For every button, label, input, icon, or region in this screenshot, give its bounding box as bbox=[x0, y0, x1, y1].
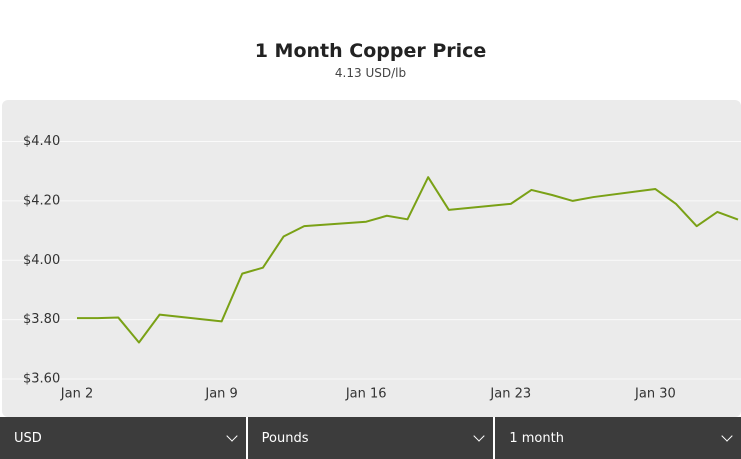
currency-select[interactable]: USD bbox=[0, 417, 248, 459]
x-tick-label: Jan 23 bbox=[489, 387, 531, 402]
x-tick-label: Jan 30 bbox=[634, 387, 676, 402]
x-tick-label: Jan 2 bbox=[60, 387, 93, 402]
y-tick-label: $4.20 bbox=[23, 193, 60, 208]
x-tick-label: Jan 16 bbox=[345, 387, 387, 402]
chart: $3.60 $3.80 $4.00 $4.20 $4.40 Jan 2 Jan 9 Jan 1… bbox=[2, 100, 741, 417]
y-tick-label: $4.00 bbox=[23, 253, 60, 268]
y-tick-label: $4.40 bbox=[23, 134, 60, 149]
period-select[interactable]: 1 month bbox=[495, 417, 741, 459]
chart-title: 1 Month Copper Price bbox=[254, 40, 487, 62]
y-tick-label: $3.60 bbox=[23, 372, 60, 387]
chevron bbox=[226, 430, 238, 442]
select-label: USD bbox=[14, 430, 42, 446]
x-tick-label: Jan 9 bbox=[204, 387, 237, 402]
price-line bbox=[77, 176, 739, 344]
plot-background bbox=[2, 100, 741, 417]
chevron bbox=[473, 430, 486, 442]
chart-subtitle: 4.13 USD/lb bbox=[334, 66, 407, 80]
y-tick-label: $3.80 bbox=[23, 312, 60, 327]
unit-select[interactable]: Pounds bbox=[248, 417, 496, 459]
select-label: Pounds bbox=[261, 430, 309, 446]
chevron bbox=[721, 430, 733, 442]
select-label: 1 month bbox=[509, 430, 564, 446]
controls: USD Pounds 1 month bbox=[0, 417, 741, 459]
